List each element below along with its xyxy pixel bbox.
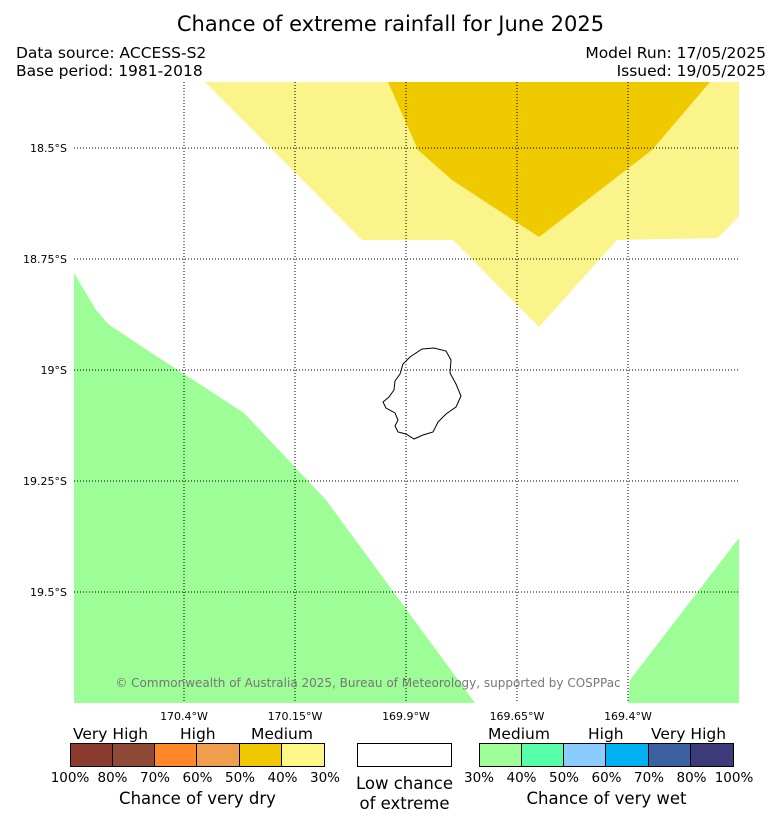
island-outline [382,347,462,440]
legend-dry-swatches [70,743,325,767]
legend-dry-swatch [113,744,156,766]
legend-dry-swatch [155,744,198,766]
legend-dry-heading-medium: Medium [251,725,313,743]
legend-dry-swatch [197,744,240,766]
lat-label: 19.25°S [23,475,67,488]
lat-label: 18.75°S [23,253,67,266]
meta-left: Data source: ACCESS-S2 Base period: 1981… [16,44,206,80]
legend-dry-heading-very-high: Very High [73,725,149,743]
map-area: © Commonwealth of Australia 2025, Bureau… [74,82,739,703]
legend-dry-swatch [239,744,282,766]
legend-dry-tick: 50% [224,770,256,786]
legend-dry-swatch [281,744,324,766]
legend-wet-caption: Chance of very wet [526,789,687,808]
lon-label: 169.4°W [604,710,652,723]
lat-label: 19°S [41,364,67,377]
legend-wet-tick: 100% [714,770,754,786]
longitude-labels: 170.4°W 170.15°W 169.9°W 169.65°W 169.4°W [160,710,652,723]
model-run: Model Run: 17/05/2025 [585,44,766,62]
data-source: Data source: ACCESS-S2 [16,44,207,62]
legend-dry-tick: 70% [139,770,171,786]
legend-wet-heading-medium: Medium [488,725,550,743]
legend-low-swatch-fill [358,744,451,766]
base-period: Base period: 1981-2018 [16,62,203,80]
legend-wet-tick: 30% [463,770,495,786]
legend-low-swatch [357,743,452,767]
chart-title: Chance of extreme rainfall for June 2025 [176,12,605,36]
copyright-notice: © Commonwealth of Australia 2025, Bureau… [115,676,620,690]
legend-dry-tick: 100% [50,770,90,786]
wet-region-east [628,538,739,703]
legend-wet-heading-high: High [588,725,624,743]
legend-wet-swatch [522,744,565,766]
lon-label: 169.9°W [382,710,430,723]
legend-dry-tick: 60% [182,770,213,786]
legend-dry-heading-high: High [180,725,216,743]
legend-wet-swatch [606,744,649,766]
legend-dry-swatch [71,744,114,766]
legend-wet-swatch [480,744,523,766]
legend-wet-swatches [479,743,734,767]
legend-wet-tick: 60% [591,770,622,786]
legend-wet-heading-very-high: Very High [651,725,727,743]
legend-low-caption-line1: Low chance [355,774,454,793]
lon-label: 170.4°W [160,710,208,723]
legend-dry-tick: 40% [267,770,298,786]
legend-wet-swatch [648,744,691,766]
legend-dry-caption: Chance of very dry [119,789,276,808]
issued-date: Issued: 19/05/2025 [616,62,766,80]
legend-dry-tick: 80% [97,770,128,786]
medium-dry-region [388,82,710,237]
lat-label: 19.5°S [30,586,67,599]
legend-low-caption-line2: of extreme [359,794,450,813]
latitude-labels: 18.5°S 18.75°S 19°S 19.25°S 19.5°S [23,142,67,599]
wet-region-west [74,273,475,703]
legend-wet-tick: 80% [676,770,707,786]
legend-wet-swatch [690,744,733,766]
lon-label: 169.65°W [490,710,545,723]
legend-wet-swatch [564,744,607,766]
legend-dry-tick: 30% [309,770,341,786]
legend-wet-tick: 40% [506,770,537,786]
legend-low-caption: Low chance of extreme [340,774,469,814]
meta-right: Model Run: 17/05/2025 Issued: 19/05/2025 [585,44,766,80]
lat-label: 18.5°S [30,142,67,155]
legend-wet-tick: 70% [633,770,665,786]
legend-wet-tick: 50% [548,770,580,786]
lon-label: 170.15°W [268,710,323,723]
